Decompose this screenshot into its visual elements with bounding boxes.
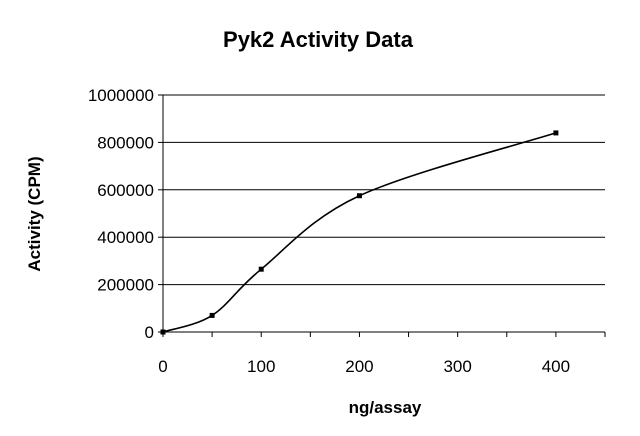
x-tick-label-3: 300 <box>443 357 471 376</box>
y-tick-label-0: 0 <box>145 323 154 342</box>
y-tick-label-4: 800000 <box>97 133 154 152</box>
y-tick-label-3: 600000 <box>97 181 154 200</box>
x-tick-label-0: 0 <box>158 357 167 376</box>
y-tick-label-1: 200000 <box>97 276 154 295</box>
tick-layer: 0 200000 400000 600000 800000 1000000 0 100 200 3… <box>88 86 606 376</box>
data-point-0-2 <box>258 266 264 272</box>
x-axis-title: ng/assay <box>349 398 422 417</box>
grid-layer <box>163 94 605 286</box>
data-point-0-3 <box>356 193 362 199</box>
y-tick-label-5: 1000000 <box>88 86 154 105</box>
axis-layer <box>162 95 605 333</box>
data-point-0-0 <box>160 329 166 335</box>
series-layer <box>160 130 559 335</box>
x-tick-label-2: 200 <box>345 357 373 376</box>
data-point-0-1 <box>209 312 215 318</box>
series-line-0 <box>162 132 557 333</box>
x-tick-label-4: 400 <box>542 357 570 376</box>
data-point-0-4 <box>553 130 559 136</box>
y-axis-title: Activity (CPM) <box>25 156 44 271</box>
y-tick-label-2: 400000 <box>97 228 154 247</box>
x-tick-label-1: 100 <box>247 357 275 376</box>
chart-title: Pyk2 Activity Data <box>223 27 414 52</box>
